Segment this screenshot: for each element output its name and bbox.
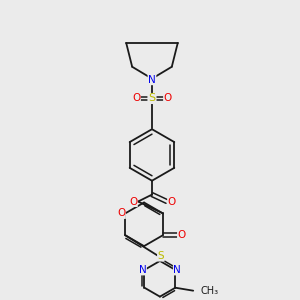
Text: N: N — [173, 265, 181, 275]
Text: O: O — [132, 94, 140, 103]
Text: O: O — [129, 196, 137, 206]
Text: S: S — [148, 94, 155, 103]
Text: CH₃: CH₃ — [200, 286, 218, 296]
Text: S: S — [158, 251, 164, 261]
Text: O: O — [117, 208, 125, 218]
Text: N: N — [139, 265, 146, 275]
Text: O: O — [178, 230, 186, 240]
Text: O: O — [164, 94, 172, 103]
Text: N: N — [148, 75, 156, 85]
Text: O: O — [168, 196, 176, 206]
